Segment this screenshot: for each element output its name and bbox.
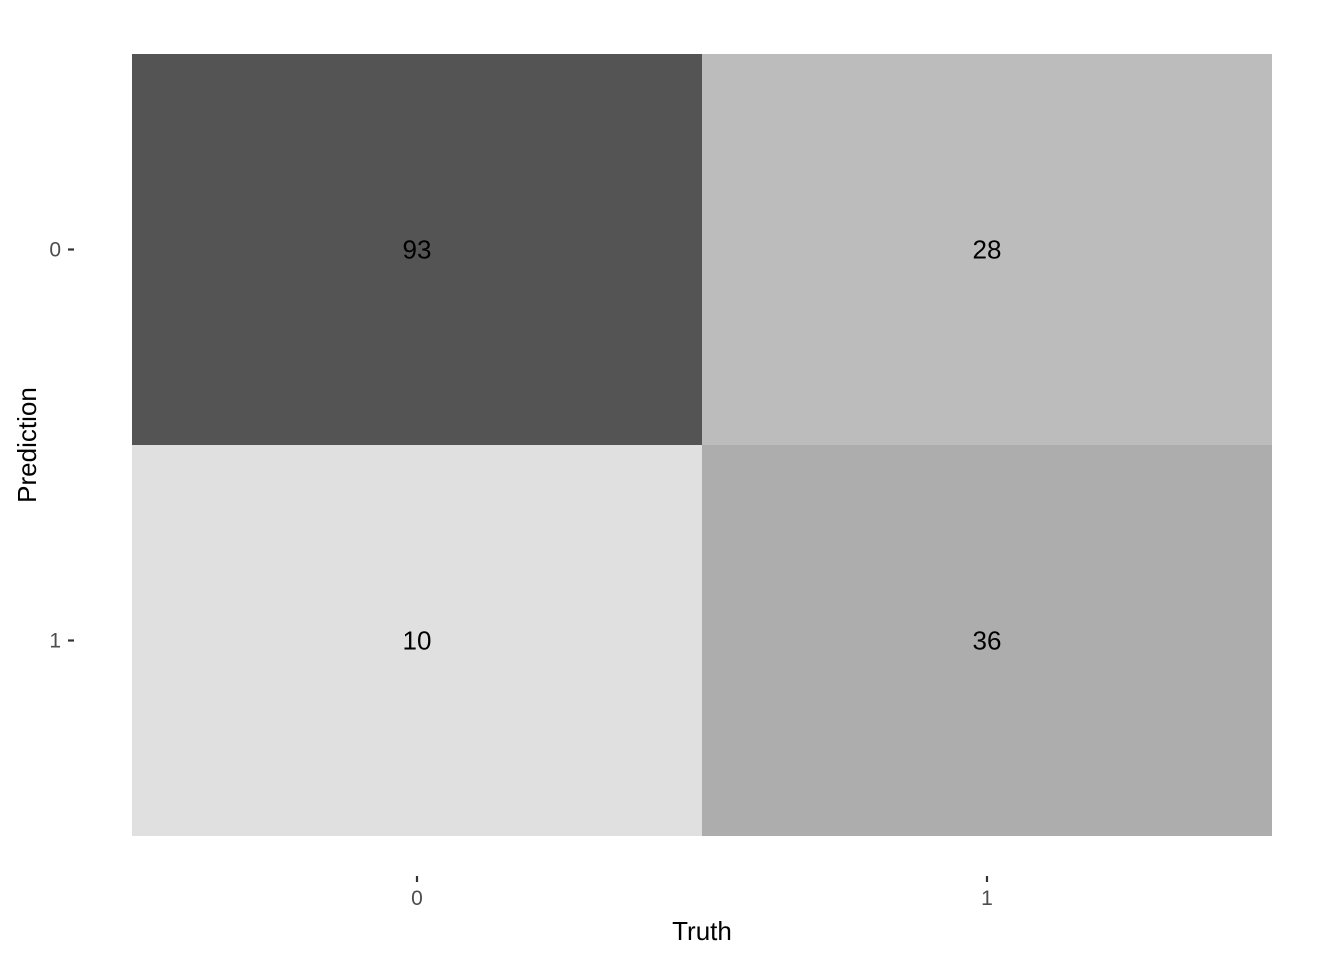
y-axis-ticks: 01	[49, 239, 74, 653]
x-tick-label: 1	[981, 887, 993, 910]
x-axis-title: Truth	[672, 916, 732, 946]
cell-value-label: 36	[973, 626, 1002, 656]
heatmap-cell	[132, 54, 702, 445]
cell-value-label: 28	[973, 235, 1002, 265]
cell-value-label: 10	[403, 626, 432, 656]
cell-labels: 93 28 10 36	[403, 235, 1002, 656]
y-axis-title: Prediction	[12, 387, 42, 503]
y-tick-label: 1	[49, 630, 61, 653]
heatmap-cells	[132, 54, 1272, 836]
heatmap-cell	[702, 445, 1272, 836]
y-tick-label: 0	[49, 239, 61, 262]
x-tick-label: 0	[411, 887, 423, 910]
heatmap-cell	[132, 445, 702, 836]
heatmap-cell	[702, 54, 1272, 445]
cell-value-label: 93	[403, 235, 432, 265]
